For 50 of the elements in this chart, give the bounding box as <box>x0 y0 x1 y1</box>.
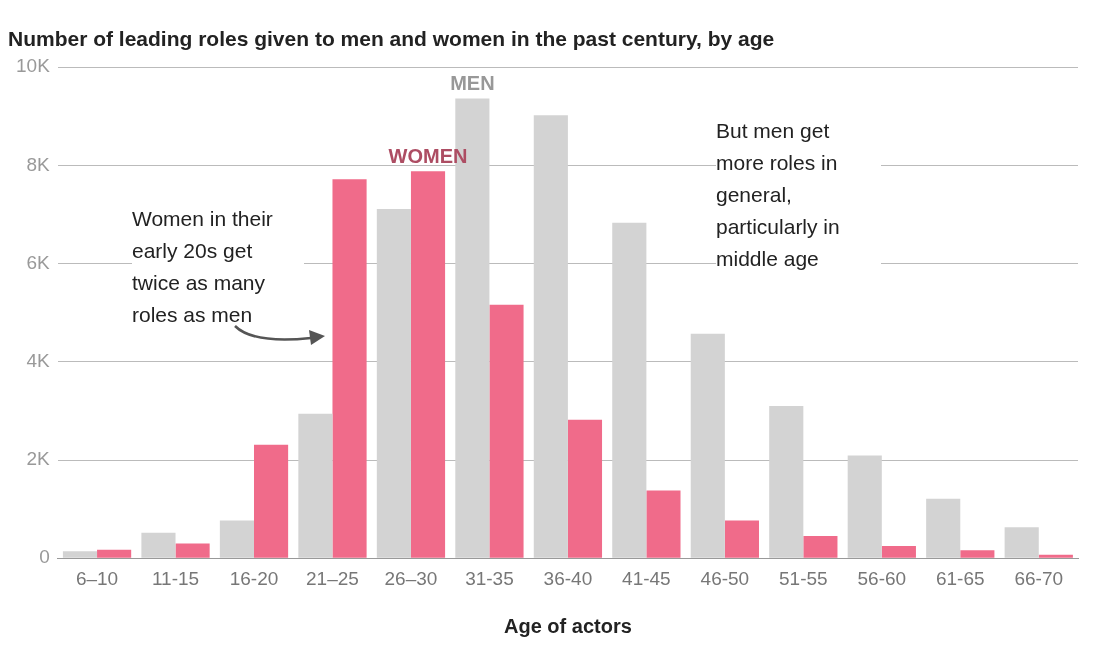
x-tick-label: 21–25 <box>306 567 359 589</box>
bar <box>62 551 98 558</box>
bar <box>646 490 681 558</box>
x-tick-label: 51-55 <box>779 567 828 589</box>
y-tick-label: 6K <box>26 251 51 273</box>
bar <box>219 520 254 558</box>
x-tick-label: 56-60 <box>857 567 907 589</box>
chart-title: Number of leading roles given to men and women in the past century, by age <box>8 27 775 51</box>
x-tick-label: 36-40 <box>543 567 593 589</box>
x-axis-title: Age of actors <box>504 614 632 637</box>
x-tick-label: 26–30 <box>384 567 438 589</box>
series-label: WOMEN <box>388 144 468 167</box>
series-label: MEN <box>450 72 495 95</box>
bar <box>612 222 647 558</box>
bar <box>847 455 882 558</box>
x-tick-label: 46-50 <box>700 567 750 589</box>
y-tick-label: 4K <box>26 350 51 372</box>
bar <box>960 550 995 558</box>
bar <box>769 405 804 558</box>
y-tick-label: 8K <box>26 153 51 175</box>
x-tick-label: 41-45 <box>622 567 671 589</box>
bar <box>881 545 916 558</box>
bar <box>1038 554 1073 558</box>
bar <box>690 333 725 558</box>
x-tick-label: 6–10 <box>75 567 119 589</box>
bar <box>410 171 446 558</box>
bar <box>1004 527 1039 558</box>
bar <box>298 413 333 558</box>
bar <box>533 115 568 558</box>
bar <box>175 543 210 558</box>
x-tick-label: 61-65 <box>935 567 985 589</box>
x-tick-label: 16-20 <box>229 567 279 589</box>
x-tick-label: 66-70 <box>1014 567 1064 589</box>
bar <box>376 209 411 558</box>
bar <box>926 498 961 558</box>
bar <box>567 419 603 558</box>
y-tick-label: 2K <box>26 448 51 470</box>
annotation: But men get more roles in general, particularly in middle age <box>716 115 881 275</box>
bar <box>141 532 176 558</box>
x-tick-label: 31-35 <box>465 567 514 589</box>
bar <box>803 536 838 558</box>
bar <box>489 304 524 558</box>
bar <box>254 444 289 558</box>
annotation: Women in their early 20s get twice as many roles as men <box>132 203 304 331</box>
y-tick-label: 10K <box>15 55 51 77</box>
bar <box>332 179 367 558</box>
bar <box>97 549 132 558</box>
y-tick-label: 0 <box>39 546 50 568</box>
x-tick-label: 11-15 <box>151 567 200 589</box>
bar <box>724 520 759 558</box>
